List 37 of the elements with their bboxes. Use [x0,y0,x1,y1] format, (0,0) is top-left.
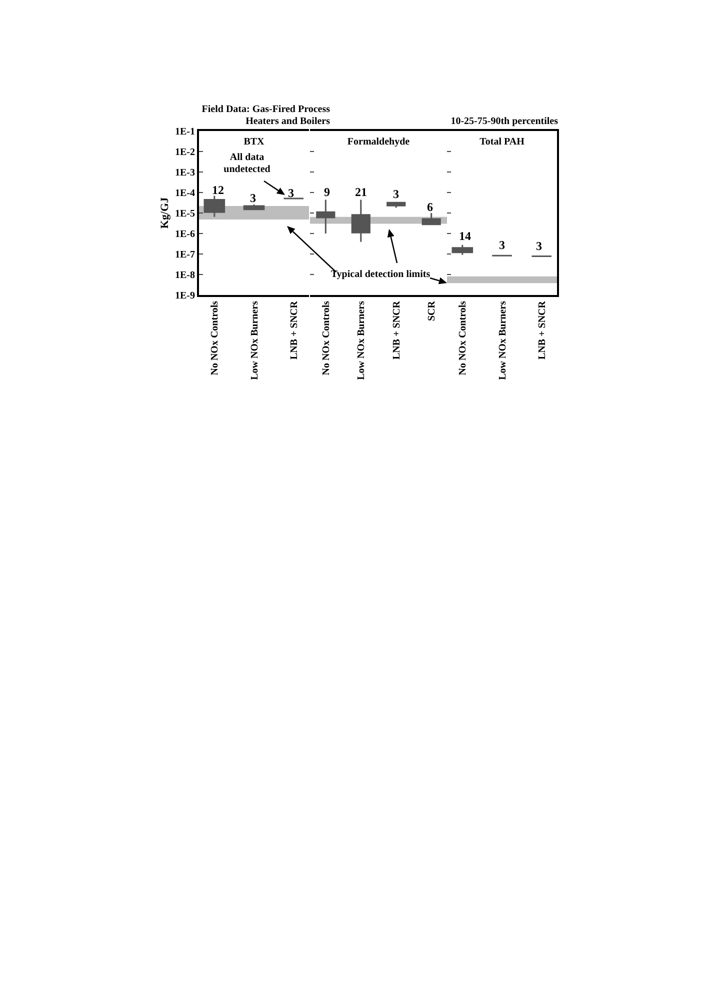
annotation: 6 [426,200,434,214]
y-tick-label: 1E-9 [175,290,195,302]
x-tick-label: Low NOx Burners [497,300,508,380]
x-tick-label: No NOx Controls [320,300,332,376]
annotation: 3 [249,191,257,205]
annotation: 3 [498,238,506,252]
y-tick-label: 1E-4 [175,188,195,199]
y-tick-label: 1E-5 [175,208,195,220]
annotation: 3 [287,186,295,200]
annotation: All data undetected [222,152,272,176]
x-tick-label: No NOx Controls [458,300,469,376]
text: Total PAH [480,136,525,148]
y-tick-label: 1E-7 [175,250,195,260]
text: Formaldehyde [347,136,410,148]
x-tick-label: Low NOx Burners [356,300,368,380]
annotation: 14 [458,229,472,243]
y-axis-title: Kg/GJ [159,196,172,229]
x-tick-label: LNB + SNCR [288,300,300,360]
annotation: 21 [354,185,368,199]
y-tick-label: 1E-1 [175,126,195,138]
text: 10-25-75-90th percentiles [450,116,558,128]
x-tick-label: SCR [426,300,438,322]
x-tick-label: LNB + SNCR [536,300,548,360]
annotation: 9 [323,185,331,199]
annotation: Typical detection limits [330,269,432,281]
annotation: 3 [392,187,400,201]
text: BTX [244,136,266,148]
x-tick-label: LNB + SNCR [391,300,402,360]
x-tick-label: Low NOx Burners [249,300,260,380]
annotation: 12 [211,183,225,197]
y-tick-label: 1E-8 [175,270,195,281]
y-tick-label: 1E-2 [175,147,195,158]
annotation: 3 [535,239,543,253]
x-tick-label: No NOx Controls [210,300,221,376]
y-tick-label: 1E-6 [175,229,195,240]
y-tick-label: 1E-3 [175,168,195,178]
text: Field Data: Gas-Fired Process Heaters and Boilers [200,104,330,128]
